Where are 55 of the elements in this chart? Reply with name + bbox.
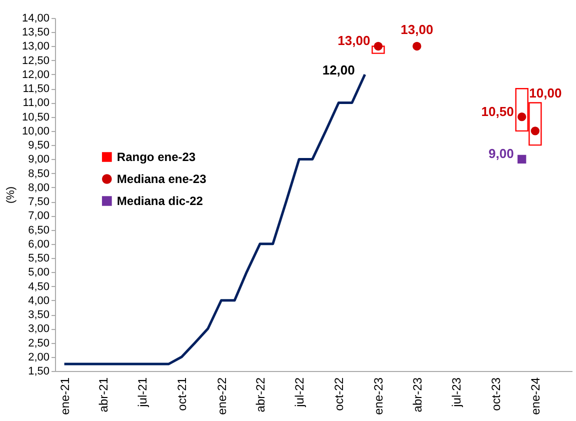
legend-label: Rango ene-23	[116, 150, 196, 164]
y-tick-label: 9,50	[28, 140, 50, 152]
x-tick-label: abr-23	[410, 377, 424, 412]
y-tick-label: 8,50	[28, 168, 50, 180]
y-tick-label: 13,50	[22, 26, 50, 39]
y-tick-label: 4,00	[28, 294, 50, 307]
x-tick-label: ene-22	[214, 377, 229, 415]
y-tick-label: 11,50	[22, 83, 50, 96]
y-tick-label: 4,50	[28, 280, 50, 293]
y-tick-label: 13,00	[22, 40, 50, 53]
y-tick-label: 3,50	[28, 309, 50, 322]
point	[530, 126, 540, 136]
x-tick-label: oct-22	[332, 377, 346, 411]
point	[518, 112, 526, 122]
x-tick-label: oct-21	[175, 377, 190, 411]
point	[518, 154, 526, 164]
x-tick-label: jul-21	[136, 377, 150, 408]
y-tick-label: 5,00	[28, 266, 50, 279]
y-tick-label: 10,50	[22, 111, 50, 124]
x-tick-label: jul-23	[450, 377, 464, 408]
y-tick-label: 8,00	[28, 182, 50, 194]
data-label: 12,00	[322, 62, 355, 78]
legend-label: Mediana ene-23	[116, 172, 207, 186]
x-tick-label: abr-21	[96, 377, 111, 412]
y-tick-label: 10,00	[22, 125, 50, 138]
y-tick-label: 2,50	[28, 337, 50, 350]
y-tick-label: 5,50	[28, 252, 50, 265]
x-tick-label: abr-22	[253, 377, 268, 412]
x-tick-label: jul-22	[292, 377, 307, 408]
point	[412, 42, 422, 51]
x-tick-label: ene-21	[58, 377, 72, 415]
y-tick-label: 7,50	[28, 196, 50, 208]
bar	[372, 46, 385, 54]
y-tick-label: 11,00	[22, 97, 50, 110]
y-tick-label: 14,00	[22, 12, 50, 24]
y-tick-label: 12,50	[22, 54, 50, 67]
y-tick-label: 9,00	[28, 154, 50, 166]
y-tick-label: 6,50	[28, 224, 50, 236]
x-tick-label: ene-23	[372, 377, 386, 415]
x-tick-label: oct-23	[489, 377, 504, 411]
y-tick-label: 6,00	[28, 238, 50, 250]
y-tick-label: 12,00	[22, 68, 50, 81]
y-tick-label: 1,50	[28, 366, 50, 378]
data-label: 13,00	[400, 22, 434, 38]
x-tick-label: ene-24	[528, 377, 543, 415]
data-label: 10,50	[481, 104, 514, 119]
y-axis-title: (%)	[4, 186, 17, 204]
data-label: 9,00	[488, 146, 514, 162]
y-tick-label: 3,00	[28, 323, 50, 336]
y-tick-label: 7,00	[28, 210, 50, 222]
y-tick-label: 2,00	[28, 351, 50, 364]
data-label: 13,00	[338, 33, 370, 48]
point	[374, 42, 383, 51]
data-label: 10,00	[529, 86, 562, 101]
legend-label: Mediana dic-22	[116, 194, 204, 208]
